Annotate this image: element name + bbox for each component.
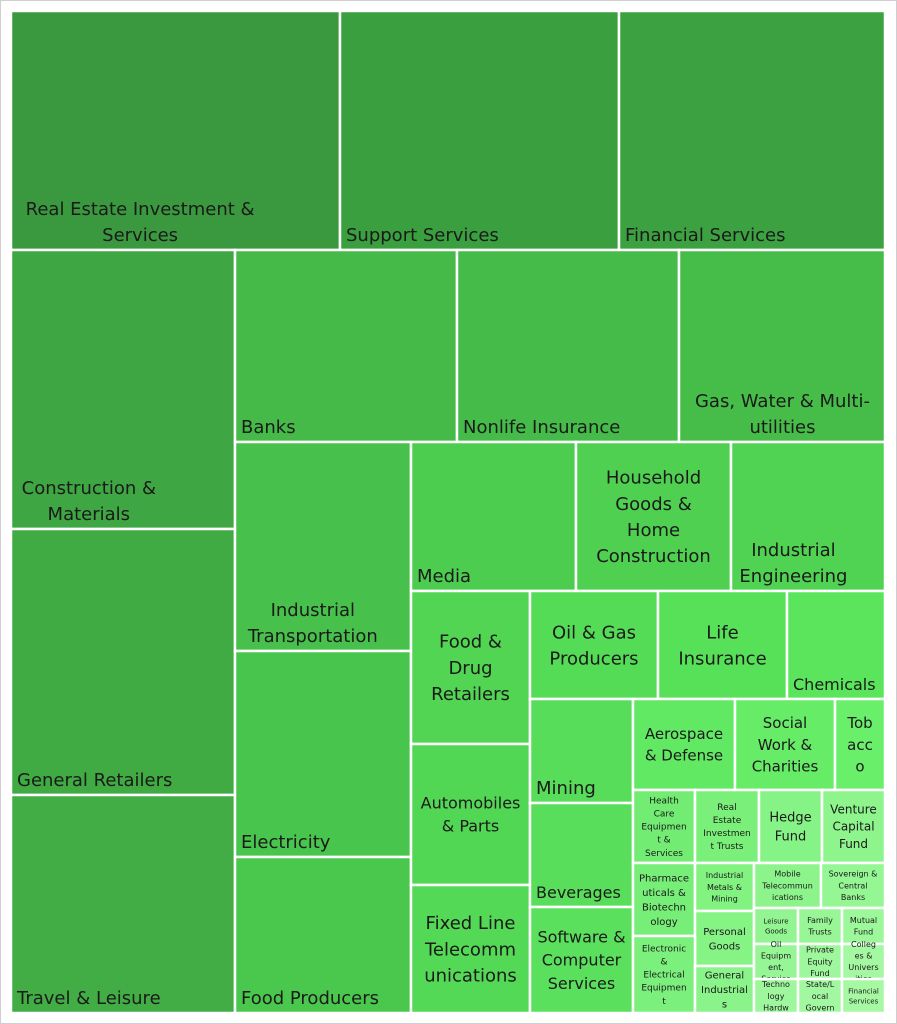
- treemap-label-electricity-10: Electricity: [241, 832, 331, 853]
- treemap-label-media-12: Media: [417, 566, 471, 587]
- treemap-label-leisure-goods-36: Leisure Goods: [763, 917, 788, 935]
- treemap-tile-general-retailers-4: [9, 527, 237, 797]
- treemap-label-gas-water-multi-utilities-8: Gas, Water & Multi-utilities: [695, 391, 870, 438]
- treemap-tile-mutual-fund-38: [840, 906, 887, 946]
- treemap-label-pharmaceuticals-biotechnology-31: Pharmace uticals & Biotechn ology: [639, 873, 689, 928]
- treemap-label-mobile-telecommunications-33: Mobile Telecommun ications: [761, 870, 813, 902]
- treemap-label-general-retailers-4: General Retailers: [17, 770, 172, 791]
- treemap-label-industrial-engineering-14: Industrial Engineering: [739, 540, 847, 587]
- treemap-label-beverages-22: Beverages: [536, 883, 621, 902]
- treemap-label-household-goods-home-construction-13: Household Goods & Home Construction: [596, 468, 711, 567]
- treemap-label-food-drug-retailers-15: Food & Drug Retailers: [431, 632, 510, 705]
- treemap-label-fixed-line-telecommunications-17: Fixed Line Telecomm unications: [424, 913, 517, 986]
- treemap-tile-fixed-line-telecommunications-17: [409, 883, 532, 1015]
- treemap-tile-support-services-1: [338, 9, 621, 252]
- treemap-tile-life-insurance-19: [656, 589, 789, 701]
- treemap-tile-food-producers-11: [233, 855, 413, 1015]
- treemap-label-technology-hardware-equipment-44: Techno logy Hardw: [761, 980, 790, 1012]
- treemap-label-automobiles-parts-16: Automobiles & Parts: [421, 794, 521, 836]
- treemap-label-sovereign-central-banks-34: Sovereign & Central Banks: [829, 870, 878, 902]
- treemap-tile-industrial-engineering-14: [729, 440, 887, 593]
- treemap-label-food-producers-11: Food Producers: [241, 988, 379, 1009]
- treemap-label-state-local-government-45: State/L ocal Govern: [806, 980, 835, 1012]
- treemap-tile-general-industrials-40: [693, 964, 756, 1015]
- treemap-label-hedge-fund-29: Hedge Fund: [769, 811, 811, 845]
- treemap-label-oil-gas-producers-18: Oil & Gas Producers: [549, 622, 638, 669]
- treemap-tile-mining-21: [528, 697, 635, 805]
- treemap-label-banks-6: Banks: [241, 417, 296, 438]
- treemap-label-industrial-metals-mining-32: Industrial Metals & Mining: [706, 871, 744, 903]
- treemap-label-travel-leisure-5: Travel & Leisure: [16, 988, 161, 1009]
- treemap-tile-electricity-10: [233, 649, 413, 859]
- treemap-label-private-equity-fund-42: Private Equity Fund: [806, 946, 834, 978]
- treemap-label-financial-services-46: Financial Services: [848, 987, 879, 1005]
- treemap-label-general-industrials-40: General Industrial s: [701, 971, 748, 1011]
- treemap-tile-personal-goods-35: [693, 909, 756, 968]
- treemap-tile-nonlife-insurance-7: [455, 248, 681, 444]
- treemap-tile-automobiles-parts-16: [409, 742, 532, 887]
- treemap-label-life-insurance-19: Life Insurance: [678, 622, 766, 669]
- treemap-tile-real-estate-investment-services-0: [9, 9, 342, 252]
- treemap-tile-software-computer-services-23: [528, 905, 635, 1015]
- treemap-label-software-computer-services-23: Software & Computer Services: [537, 927, 625, 992]
- treemap-tile-gas-water-multi-utilities-8: [677, 248, 887, 444]
- treemap-label-mutual-fund-38: Mutual Fund: [850, 916, 877, 937]
- treemap-label-financial-services-2: Financial Services: [625, 225, 785, 246]
- treemap-tile-beverages-22: [528, 801, 635, 909]
- treemap-tile-family-trusts-37: [796, 906, 844, 946]
- treemap-tile-social-work-charities-25: [733, 697, 837, 792]
- treemap-label-personal-goods-35: Personal Goods: [703, 927, 746, 953]
- treemap-label-chemicals-20: Chemicals: [793, 675, 876, 694]
- treemap-tile-banks-6: [233, 248, 459, 444]
- treemap-label-family-trusts-37: Family Trusts: [807, 916, 833, 937]
- treemap-tile-food-drug-retailers-15: [409, 589, 532, 746]
- treemap-label-health-care-equipment-services-27: Health Care Equipmen t & Services: [641, 797, 686, 859]
- treemap-tile-travel-leisure-5: [9, 793, 237, 1015]
- treemap-label-venture-capital-fund-30: Venture Capital Fund: [830, 802, 877, 851]
- treemap-label-nonlife-insurance-7: Nonlife Insurance: [463, 417, 620, 438]
- treemap-label-mining-21: Mining: [536, 778, 596, 799]
- treemap-label-social-work-charities-25: Social Work & Charities: [752, 714, 819, 776]
- treemap-tile-aerospace-defense-24: [631, 697, 737, 792]
- treemap-tile-media-12: [409, 440, 578, 593]
- treemap-tile-leisure-goods-36: [752, 906, 800, 946]
- treemap-tile-industrial-transportation-9: [233, 440, 413, 653]
- treemap-label-electronic-electrical-equipment-39: Electronic & Electrical Equipmen t: [641, 945, 686, 1007]
- treemap-tile-household-goods-home-construction-13: [574, 440, 733, 593]
- treemap-label-real-estate-investment-services-0: Real Estate Investment & Services: [26, 199, 255, 246]
- treemap-label-industrial-transportation-9: Industrial Transportation: [247, 600, 378, 647]
- treemap-tile-financial-services-2: [617, 9, 887, 252]
- treemap-tile-mobile-telecommunications-33: [752, 861, 823, 910]
- treemap-tile-hedge-fund-29: [757, 788, 824, 865]
- treemap-label-aerospace-defense-24: Aerospace & Defense: [645, 725, 723, 765]
- treemap-label-support-services-1: Support Services: [346, 225, 499, 246]
- treemap-tile-sovereign-central-banks-34: [819, 861, 887, 910]
- treemap-tile-electronic-electrical-equipment-39: [631, 934, 697, 1015]
- treemap-tile-oil-gas-producers-18: [528, 589, 660, 701]
- treemap-label-construction-materials-3: Construction & Materials: [22, 478, 156, 525]
- treemap-tile-financial-services-46: [840, 977, 887, 1015]
- treemap-label-tobacco-26: Tob acc o: [846, 714, 873, 776]
- treemap-label-real-estate-investment-trusts-28: Real Estate Investmen t Trusts: [703, 803, 750, 852]
- treemap-tile-chemicals-20: [785, 589, 887, 701]
